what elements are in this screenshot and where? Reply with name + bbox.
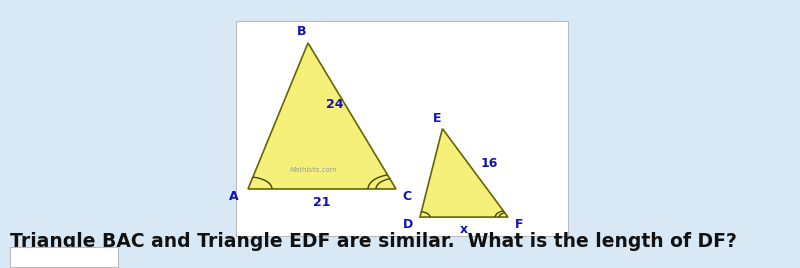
Text: A: A <box>229 190 238 203</box>
Bar <box>10 247 118 267</box>
Text: 24: 24 <box>326 98 343 110</box>
Text: E: E <box>434 111 442 125</box>
Polygon shape <box>248 43 396 189</box>
Text: C: C <box>402 190 411 203</box>
Text: 16: 16 <box>481 157 498 170</box>
Text: 21: 21 <box>314 196 330 209</box>
Text: F: F <box>514 218 523 232</box>
FancyBboxPatch shape <box>236 21 568 236</box>
Text: B: B <box>297 25 306 38</box>
Text: D: D <box>403 218 414 232</box>
Text: Mathbits.com: Mathbits.com <box>290 167 338 173</box>
Text: Triangle BAC and Triangle EDF are similar.  What is the length of DF?: Triangle BAC and Triangle EDF are simila… <box>10 232 737 251</box>
Polygon shape <box>420 129 508 217</box>
Text: x: x <box>460 223 468 236</box>
